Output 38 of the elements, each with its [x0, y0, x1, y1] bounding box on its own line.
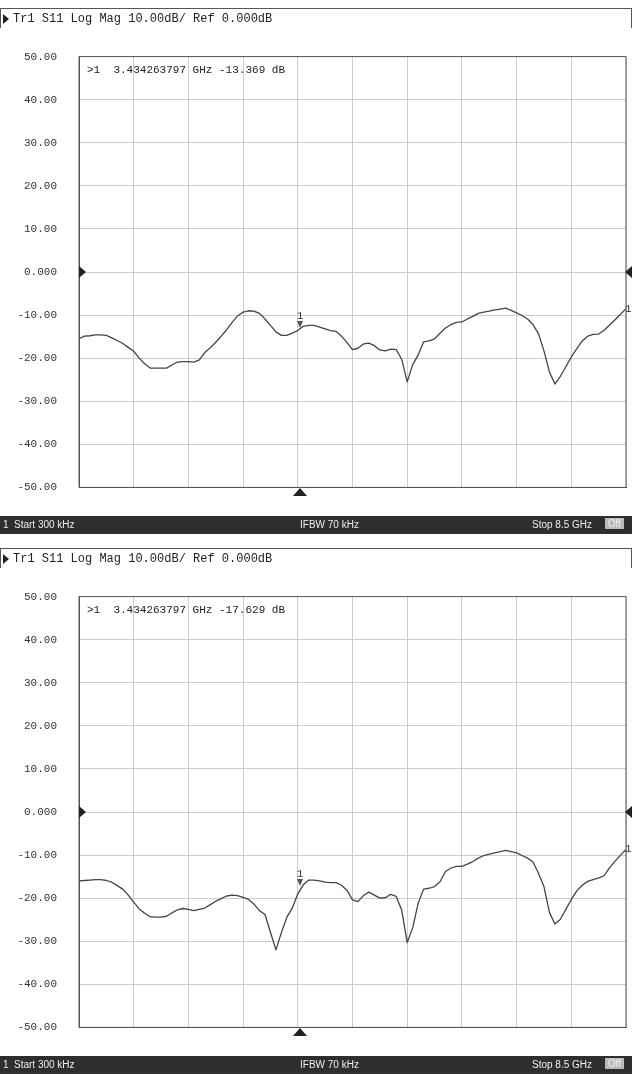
y-tick-label: 30.00	[23, 676, 57, 689]
chart-title: Tr1 S11 Log Mag 10.00dB/ Ref 0.000dB	[13, 551, 273, 566]
y-tick-label: 50.00	[23, 590, 57, 603]
y-tick-label: -10.00	[17, 848, 57, 861]
y-tick-label: -50.00	[17, 1021, 57, 1034]
text: 1	[3, 519, 9, 530]
chart-title: Tr1 S11 Log Mag 10.00dB/ Ref 0.000dB	[13, 11, 273, 26]
y-tick-label: -30.00	[17, 935, 57, 948]
y-tick-label: 10.00	[23, 222, 57, 235]
text: 1	[3, 1059, 9, 1070]
text: Start 300 kHz	[14, 1059, 75, 1070]
annotation: >1 3.434263797 GHz -13.369 dB	[87, 63, 286, 76]
y-tick-label: 40.00	[23, 633, 57, 646]
y-tick-label: 0.000	[23, 805, 57, 818]
y-tick-label: -20.00	[17, 892, 57, 905]
y-tick-label: 0.000	[23, 265, 57, 278]
text: Stop 8.5 GHz	[531, 519, 592, 530]
annotation: >1 3.434263797 GHz -17.629 dB	[87, 603, 286, 616]
text: Start 300 kHz	[14, 519, 75, 530]
annotation: 1	[625, 302, 632, 315]
y-tick-label: -50.00	[17, 481, 57, 494]
annotation: 1	[296, 867, 304, 880]
text: IFBW 70 kHz	[300, 1059, 359, 1070]
y-tick-label: 50.00	[23, 50, 57, 63]
y-tick-label: 40.00	[23, 93, 57, 106]
y-tick-label: -30.00	[17, 395, 57, 408]
y-tick-label: 20.00	[23, 719, 57, 732]
y-tick-label: 10.00	[23, 762, 57, 775]
y-tick-label: -40.00	[17, 438, 57, 451]
y-tick-label: -20.00	[17, 352, 57, 365]
text: IFBW 70 kHz	[300, 519, 359, 530]
y-tick-label: 30.00	[23, 136, 57, 149]
y-tick-label: -40.00	[17, 978, 57, 991]
y-tick-label: -10.00	[17, 308, 57, 321]
text: Stop 8.5 GHz	[531, 1059, 592, 1070]
annotation: 1	[296, 309, 304, 322]
y-tick-label: 20.00	[23, 179, 57, 192]
annotation: 1	[625, 843, 632, 856]
